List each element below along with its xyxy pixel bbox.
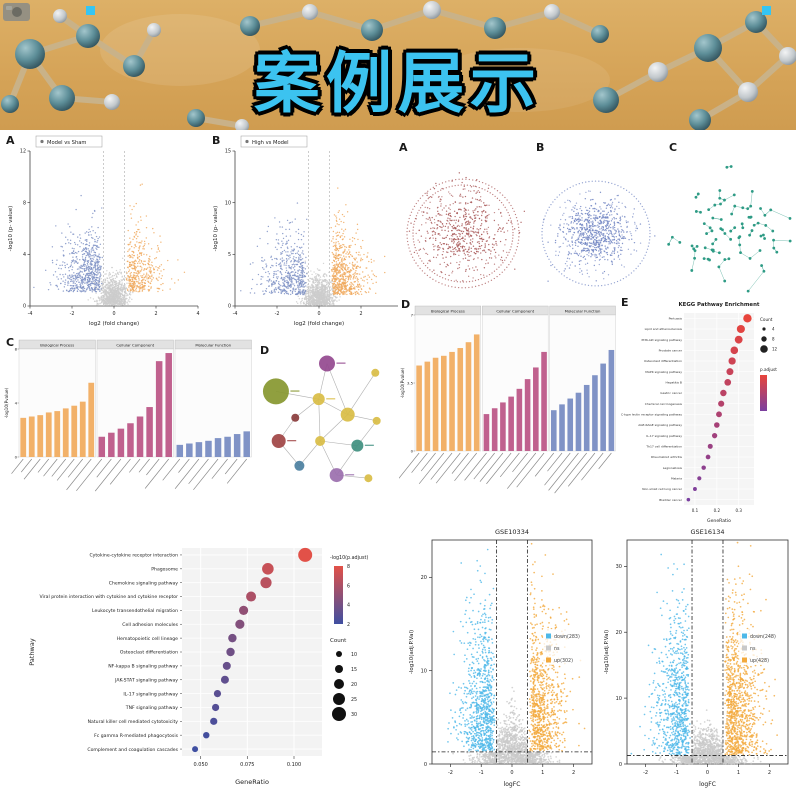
cluster-scatter-blue xyxy=(531,146,661,309)
volcano-plot-model-vs-sham: -4 -2 0 2 4 0 4 8 12 log2 (fold change) -log10 (p-… xyxy=(4,133,204,332)
panel-letter-b2: B xyxy=(536,141,545,154)
volcano-plot-gse16134: GSE16134 -2 -1 0 1 2 0 10 20 30 logFC -log10(adj.P.… xyxy=(599,524,794,792)
svg-text:High vs Model: High vs Model xyxy=(252,140,289,146)
volcano-plot-gse10334: GSE10334 -2 -1 0 1 2 0 10 20 logFC -log10(adj.P.Va… xyxy=(404,524,598,792)
banner: 案例展示 xyxy=(0,0,796,130)
kegg-pathway-enrichment-dotplot: KEGG Pathway Enrichment 0.1 0.2 0.3 Pertussi… xyxy=(620,297,794,527)
panel-letter-b1: B xyxy=(212,134,221,147)
molecule-atoms xyxy=(1,1,796,130)
watermark-mark-left xyxy=(86,6,95,15)
watermark-mark-right xyxy=(762,6,771,15)
svg-text:0: 0 xyxy=(228,304,231,310)
panel-letter-d1: D xyxy=(260,344,270,357)
svg-text:-log10 (p- value): -log10 (p- value) xyxy=(213,206,219,252)
cluster-network-green xyxy=(663,143,793,306)
molecule-art xyxy=(1,1,796,130)
panel-letter-a2: A xyxy=(399,141,408,154)
svg-text:log2 (fold change): log2 (fold change) xyxy=(294,321,344,327)
svg-text:2: 2 xyxy=(359,311,362,317)
svg-text:-2: -2 xyxy=(275,311,280,317)
svg-text:2: 2 xyxy=(154,311,157,317)
svg-text:-log10 (p- value): -log10 (p- value) xyxy=(8,206,14,252)
svg-text:4: 4 xyxy=(196,311,199,317)
go-enrichment-barchart-left: Biological Process Cellular Component Mole… xyxy=(3,337,255,519)
panel-letter-c1: C xyxy=(6,336,15,349)
svg-text:8: 8 xyxy=(23,200,26,206)
svg-text:0: 0 xyxy=(317,311,320,317)
volcano-plot-high-vs-model: -4-2024051015log2 (fold change)-log10 (p… xyxy=(209,133,409,332)
panel-letter-a1: A xyxy=(6,134,15,147)
panel-letter-c2: C xyxy=(669,141,678,154)
svg-text:0: 0 xyxy=(23,304,26,310)
go-enrichment-barchart-right: Biological Process Cellular Component Mole… xyxy=(399,303,619,528)
svg-text:5: 5 xyxy=(228,252,231,258)
svg-text:-4: -4 xyxy=(28,311,33,317)
svg-text:Model vs Sham: Model vs Sham xyxy=(47,140,86,146)
pathway-network-diagram xyxy=(258,348,396,503)
svg-text:-2: -2 xyxy=(70,311,75,317)
svg-text:12: 12 xyxy=(20,149,26,155)
svg-text:log2 (fold change): log2 (fold change) xyxy=(89,321,139,327)
banner-title: 案例展示 xyxy=(254,45,542,122)
panel-letter-e: E xyxy=(621,296,629,309)
svg-text:-4: -4 xyxy=(233,311,238,317)
svg-text:4: 4 xyxy=(23,252,26,258)
cluster-scatter-red xyxy=(398,146,528,309)
kegg-dotplot-pathway-generatio: Cytokine-cytokine receptor interaction Ph… xyxy=(22,540,404,792)
panel-letter-d2: D xyxy=(401,298,411,311)
camera-icon xyxy=(3,3,30,21)
svg-text:15: 15 xyxy=(225,149,231,155)
svg-text:10: 10 xyxy=(225,200,231,206)
svg-text:0: 0 xyxy=(112,311,115,317)
